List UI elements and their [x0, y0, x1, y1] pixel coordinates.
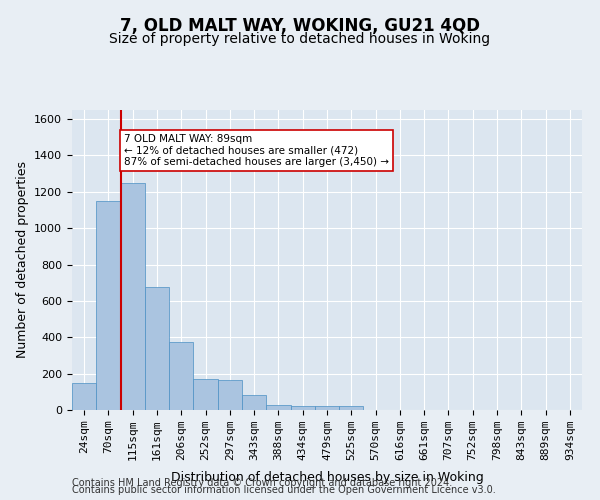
Text: 7 OLD MALT WAY: 89sqm
← 12% of detached houses are smaller (472)
87% of semi-det: 7 OLD MALT WAY: 89sqm ← 12% of detached …	[124, 134, 389, 167]
Bar	[266, 404, 290, 410]
Bar	[96, 201, 121, 410]
Text: Size of property relative to detached houses in Woking: Size of property relative to detached ho…	[109, 32, 491, 46]
Text: Contains public sector information licensed under the Open Government Licence v3: Contains public sector information licen…	[72, 485, 496, 495]
Bar	[315, 406, 339, 410]
Bar	[121, 182, 145, 410]
X-axis label: Distribution of detached houses by size in Woking: Distribution of detached houses by size …	[170, 472, 484, 484]
Text: 7, OLD MALT WAY, WOKING, GU21 4QD: 7, OLD MALT WAY, WOKING, GU21 4QD	[120, 18, 480, 36]
Bar	[169, 342, 193, 410]
Bar	[339, 406, 364, 410]
Bar	[193, 379, 218, 410]
Bar	[290, 406, 315, 410]
Bar	[145, 288, 169, 410]
Bar	[242, 396, 266, 410]
Y-axis label: Number of detached properties: Number of detached properties	[16, 162, 29, 358]
Bar	[72, 382, 96, 410]
Bar	[218, 380, 242, 410]
Text: Contains HM Land Registry data © Crown copyright and database right 2024.: Contains HM Land Registry data © Crown c…	[72, 478, 452, 488]
